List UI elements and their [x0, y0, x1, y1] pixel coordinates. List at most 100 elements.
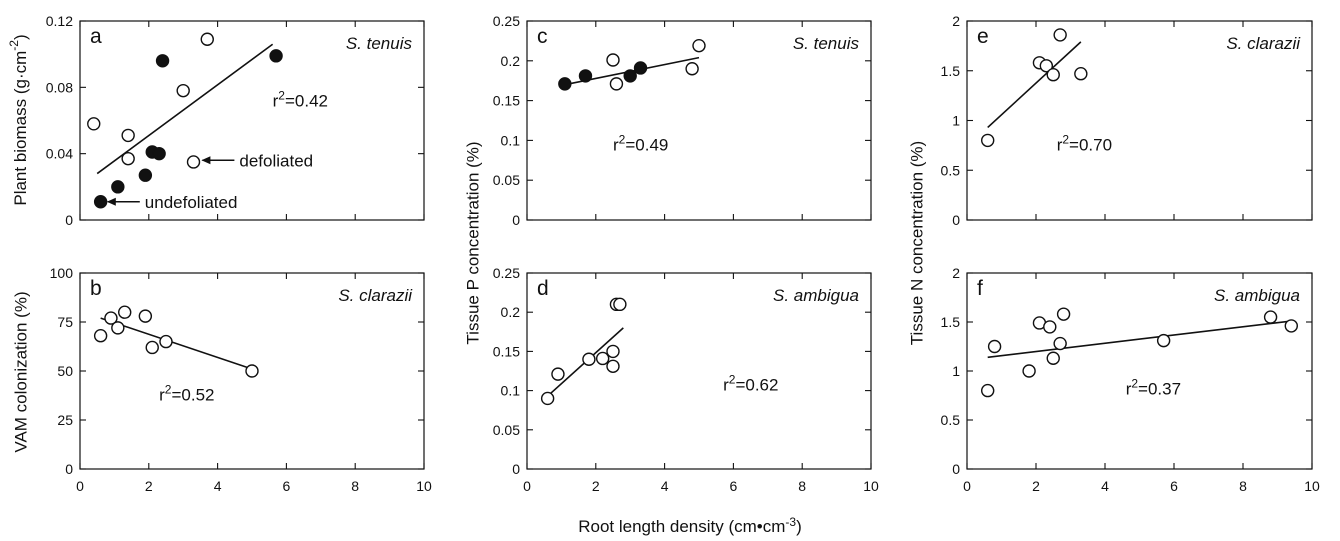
data-point-filled [623, 69, 637, 83]
r-squared-label: r2=0.52 [159, 382, 214, 404]
y-tick-label: 0 [952, 212, 960, 228]
panel-label: d [537, 277, 549, 300]
data-point-open [606, 359, 620, 373]
species-label: S. tenuis [793, 34, 860, 53]
y-tick-label: 0 [512, 212, 520, 228]
panel-label: e [977, 25, 989, 48]
data-point-open [1263, 310, 1278, 324]
data-point-open [582, 352, 596, 366]
panel-e: 0 0.5 1 1.5 2 e S. clarazii r2=0.70 [941, 13, 1313, 228]
data-point-open [138, 309, 153, 323]
data-point-filled [138, 168, 153, 182]
y-tick-label: 0.05 [493, 172, 520, 188]
x-tick-label: 6 [1170, 478, 1178, 494]
data-point-open [159, 334, 173, 349]
species-label: S. clarazii [338, 286, 413, 305]
panel-c: 0 0.05 0.1 0.15 0.2 0.25 c S. tenuis r2=0.49 [493, 13, 872, 228]
data-point-open [121, 128, 135, 143]
data-point-open [111, 321, 125, 335]
data-point-open [1053, 28, 1067, 42]
y-axis-label: Tissue P concentration (%) [463, 141, 482, 344]
data-point-filled [152, 146, 166, 161]
species-label: S. clarazii [1226, 34, 1301, 53]
data-point-open [987, 339, 1002, 354]
data-point-filled [93, 195, 108, 209]
data-point-open [176, 83, 190, 98]
y-tick-label: 0.1 [501, 132, 521, 148]
data-point-open [1043, 320, 1057, 334]
x-tick-label: 4 [661, 478, 669, 494]
arrow-head [201, 156, 211, 165]
panel-label: a [90, 25, 102, 48]
y-tick-label: 75 [57, 314, 73, 330]
y-tick-label: 0.15 [493, 93, 520, 109]
regression-line [987, 320, 1292, 359]
panel-label: b [90, 277, 102, 300]
y-tick-label: 2 [952, 13, 960, 29]
data-point-open [1074, 67, 1088, 81]
y-tick-label: 1 [952, 113, 960, 129]
data-point-filled [269, 49, 283, 63]
species-label: S. ambigua [773, 286, 859, 305]
annotation-label: undefoliated [145, 193, 238, 212]
x-tick-label: 8 [351, 478, 359, 494]
data-point-open [245, 364, 259, 378]
y-axis-label: Tissue N concentration (%) [907, 141, 926, 345]
data-point-open [1046, 68, 1060, 82]
data-point-open [121, 151, 135, 166]
data-point-open [1284, 319, 1299, 333]
data-point-open [1046, 351, 1060, 365]
x-tick-label: 2 [145, 478, 153, 494]
r-squared-label: r2=0.70 [1057, 132, 1112, 154]
shared-x-axis-label: Root length density (cm•cm-3) [578, 515, 802, 536]
panel-d: 0 0.05 0.1 0.15 0.2 0.25 0 2 4 6 8 10 d S. ambigua r2=… [463, 141, 879, 494]
r-squared-label: r2=0.37 [1126, 377, 1181, 399]
y-tick-label: 0.15 [493, 343, 520, 359]
data-point-open [981, 133, 995, 148]
x-tick-label: 2 [592, 478, 600, 494]
regression-line [987, 41, 1082, 129]
x-tick-label: 8 [798, 478, 806, 494]
y-tick-label: 0.2 [501, 53, 521, 69]
data-point-open [200, 32, 214, 46]
data-point-open [1056, 307, 1071, 321]
x-tick-label: 0 [523, 478, 531, 494]
data-point-filled [558, 77, 572, 91]
data-point-open [1053, 336, 1067, 351]
y-axis-label: Plant biomass (g·cm-2) [7, 34, 30, 205]
y-tick-label: 0 [65, 461, 73, 477]
data-point-open [186, 155, 201, 169]
y-tick-label: 0 [65, 212, 73, 228]
y-tick-label: 0.25 [493, 13, 520, 29]
r-squared-label: r2=0.49 [613, 132, 668, 154]
panel-label: f [977, 277, 983, 300]
annotation-label: defoliated [239, 151, 313, 170]
y-tick-label: 0.1 [501, 383, 521, 399]
data-point-open [104, 311, 118, 325]
x-tick-label: 6 [730, 478, 738, 494]
x-tick-label: 10 [1304, 478, 1320, 494]
data-point-filled [155, 54, 170, 68]
y-tick-label: 100 [50, 265, 74, 281]
y-tick-label: 1.5 [941, 314, 961, 330]
y-tick-label: 2 [952, 265, 960, 281]
data-point-open [87, 117, 101, 131]
x-tick-label: 0 [963, 478, 971, 494]
y-tick-label: 0.05 [493, 422, 520, 438]
y-tick-label: 0.5 [941, 162, 961, 178]
plot-frame [526, 272, 872, 470]
panel-b: 0 25 50 75 100 0 2 4 6 8 10 b S. clarazii r2=0.52 VAM … [11, 265, 432, 494]
data-point-filled [111, 180, 125, 194]
x-tick-label: 10 [863, 478, 879, 494]
regression-line [96, 43, 274, 175]
y-tick-label: 0 [512, 461, 520, 477]
y-tick-label: 0 [952, 461, 960, 477]
y-tick-label: 25 [57, 412, 73, 428]
panel-a: 0 0.04 0.08 0.12 a S. tenuis r2=0.42 Plant biom… [7, 13, 425, 228]
y-tick-label: 0.04 [46, 146, 73, 162]
data-point-open [1022, 364, 1036, 378]
regression-line [100, 317, 253, 370]
data-point-open [145, 340, 159, 355]
plot-frame [79, 20, 425, 221]
data-point-filled [633, 61, 648, 75]
